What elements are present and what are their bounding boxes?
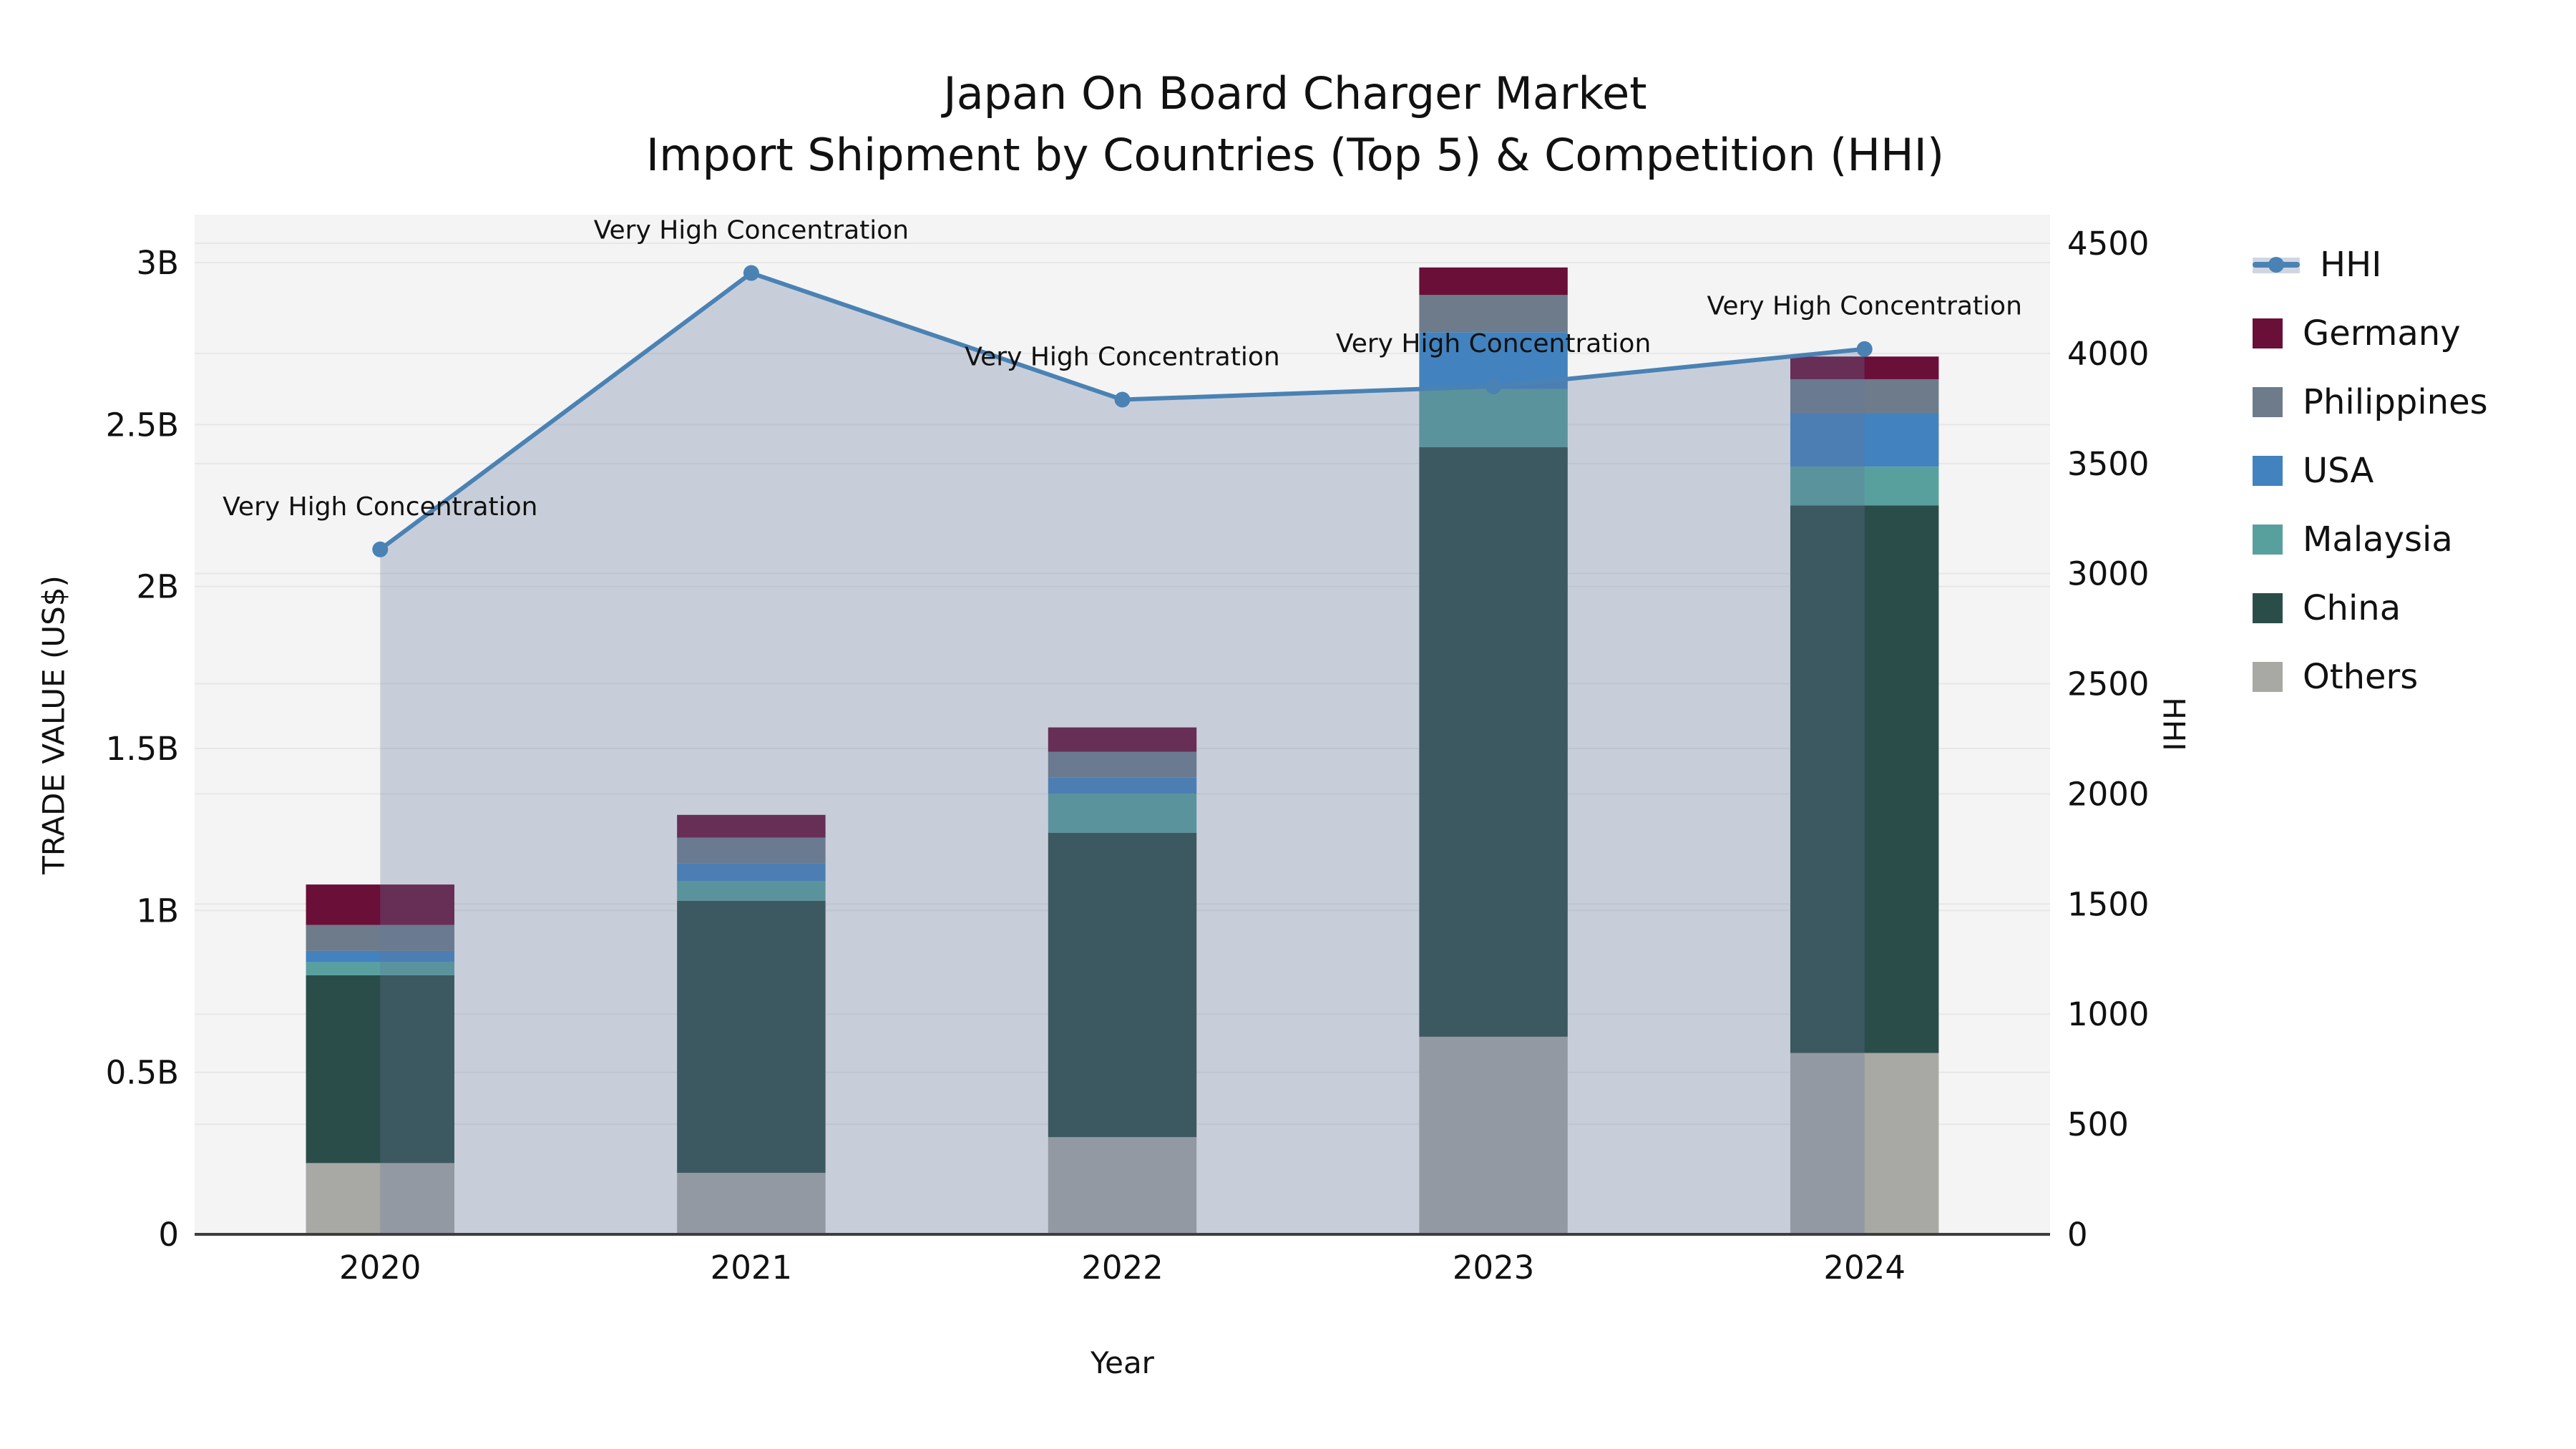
- y-left-tick-label-0: 0: [158, 1216, 179, 1254]
- y-right-tick-label-3000: 3000: [2067, 555, 2150, 593]
- legend-swatch-philippines: [2253, 387, 2283, 417]
- chart-title-line-2: Import Shipment by Countries (Top 5) & C…: [645, 129, 1945, 181]
- y-left-tick-label-0.5B: 0.5B: [106, 1054, 179, 1092]
- x-tick-label-2021: 2021: [711, 1249, 793, 1287]
- annotation-2020: Very High Concentration: [223, 492, 537, 522]
- y-right-tick-label-2500: 2500: [2067, 665, 2150, 703]
- bar-segment-philippines-2020: [306, 924, 455, 951]
- x-axis-label: Year: [1091, 1345, 1154, 1380]
- y-right-tick-label-4500: 4500: [2067, 225, 2150, 263]
- bar-segment-philippines-2022: [1048, 751, 1197, 778]
- y-left-tick-label-1.5B: 1.5B: [106, 730, 179, 768]
- bar-segment-china-2024: [1790, 505, 1939, 1053]
- annotation-2023: Very High Concentration: [1336, 329, 1651, 358]
- bar-segment-philippines-2023: [1419, 295, 1568, 333]
- legend-item-germany: Germany: [2253, 299, 2488, 368]
- hhi-marker-2023: [1485, 379, 1502, 395]
- y-right-tick-label-4000: 4000: [2067, 335, 2150, 373]
- hhi-area-fill: [380, 273, 1865, 1234]
- x-tick-label-2022: 2022: [1081, 1249, 1163, 1287]
- legend-item-hhi: HHI: [2253, 230, 2488, 299]
- chart-title-line-1: Japan On Board Charger Market: [943, 67, 1647, 119]
- bar-segment-germany-2021: [677, 814, 826, 838]
- legend-label-hhi: HHI: [2320, 245, 2382, 285]
- bar-segment-china-2021: [677, 900, 826, 1173]
- legend-label-others: Others: [2303, 657, 2419, 697]
- x-tick-label-2024: 2024: [1823, 1249, 1906, 1287]
- legend-swatch-usa: [2253, 456, 2283, 486]
- bar-segment-china-2022: [1048, 832, 1197, 1138]
- y-right-tick-label-1500: 1500: [2067, 885, 2150, 923]
- annotation-2022: Very High Concentration: [965, 343, 1279, 372]
- bar-segment-malaysia-2024: [1790, 467, 1939, 506]
- legend-label-germany: Germany: [2303, 313, 2461, 353]
- hhi-marker-2022: [1114, 391, 1131, 408]
- y-left-tick-label-3B: 3B: [136, 244, 179, 282]
- legend-swatch-others: [2253, 662, 2283, 692]
- annotation-2021: Very High Concentration: [594, 216, 909, 245]
- bar-segment-usa-2021: [677, 863, 826, 882]
- y-left-tick-label-2.5B: 2.5B: [106, 406, 179, 444]
- legend-label-malaysia: Malaysia: [2303, 519, 2453, 560]
- y-right-tick-label-500: 500: [2067, 1106, 2129, 1143]
- y-right-tick-label-0: 0: [2067, 1216, 2088, 1254]
- hhi-marker-2024: [1856, 341, 1873, 357]
- legend-item-others: Others: [2253, 643, 2488, 711]
- legend-item-malaysia: Malaysia: [2253, 505, 2488, 574]
- legend-label-usa: USA: [2303, 451, 2374, 491]
- bar-segment-malaysia-2020: [306, 962, 455, 975]
- bar-segment-china-2023: [1419, 447, 1568, 1037]
- bar-segment-philippines-2021: [677, 837, 826, 864]
- y-left-tick-label-1B: 1B: [136, 892, 179, 930]
- y-right-tick-label-2000: 2000: [2067, 775, 2150, 813]
- legend-swatch-germany: [2253, 318, 2283, 348]
- legend-item-philippines: Philippines: [2253, 368, 2488, 436]
- x-tick-label-2023: 2023: [1453, 1249, 1535, 1287]
- legend-swatch-china: [2253, 593, 2283, 623]
- hhi-marker-2021: [743, 265, 759, 281]
- y-left-tick-label-2B: 2B: [136, 568, 179, 606]
- y-right-tick-label-3500: 3500: [2067, 445, 2150, 483]
- legend-item-china: China: [2253, 574, 2488, 643]
- bar-segment-usa-2024: [1790, 413, 1939, 467]
- hhi-marker-2020: [372, 541, 389, 557]
- bar-segment-malaysia-2021: [677, 881, 826, 901]
- legend-hhi-marker-dot: [2268, 257, 2284, 273]
- x-tick-label-2020: 2020: [339, 1249, 421, 1287]
- bar-segment-others-2023: [1419, 1036, 1568, 1234]
- legend-hhi-line-swatch: [2253, 250, 2300, 280]
- y-right-tick-label-1000: 1000: [2067, 995, 2150, 1033]
- bar-segment-others-2024: [1790, 1053, 1939, 1234]
- legend-item-usa: USA: [2253, 436, 2488, 505]
- legend-label-china: China: [2303, 588, 2401, 628]
- bar-segment-malaysia-2023: [1419, 389, 1568, 448]
- bar-segment-others-2020: [306, 1163, 455, 1234]
- bar-segment-others-2022: [1048, 1137, 1197, 1234]
- legend-swatch-malaysia: [2253, 525, 2283, 555]
- legend-label-philippines: Philippines: [2303, 382, 2488, 422]
- bar-segment-germany-2020: [306, 884, 455, 925]
- bar-segment-usa-2022: [1048, 777, 1197, 794]
- bar-segment-germany-2023: [1419, 267, 1568, 296]
- bar-segment-germany-2022: [1048, 727, 1197, 752]
- bar-segment-philippines-2024: [1790, 379, 1939, 414]
- legend: HHI Germany Philippines USA Malaysia China Oth…: [2253, 230, 2488, 711]
- bar-segment-china-2020: [306, 975, 455, 1163]
- bar-segment-germany-2024: [1790, 356, 1939, 379]
- bar-segment-malaysia-2022: [1048, 794, 1197, 833]
- annotation-2024: Very High Concentration: [1707, 292, 2022, 321]
- bar-segment-others-2021: [677, 1172, 826, 1234]
- bar-segment-usa-2020: [306, 950, 455, 962]
